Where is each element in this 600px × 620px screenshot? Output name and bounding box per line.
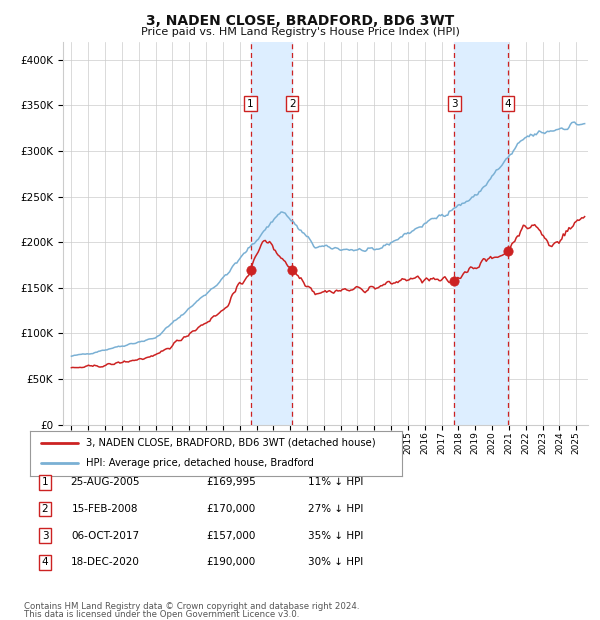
Text: 1: 1 (41, 477, 49, 487)
Text: 15-FEB-2008: 15-FEB-2008 (72, 504, 138, 514)
Text: £170,000: £170,000 (206, 504, 256, 514)
Text: 1: 1 (247, 99, 254, 108)
Text: 3: 3 (41, 531, 49, 541)
Text: HPI: Average price, detached house, Bradford: HPI: Average price, detached house, Brad… (86, 458, 314, 469)
Text: £190,000: £190,000 (206, 557, 256, 567)
Text: Contains HM Land Registry data © Crown copyright and database right 2024.: Contains HM Land Registry data © Crown c… (24, 602, 359, 611)
Text: This data is licensed under the Open Government Licence v3.0.: This data is licensed under the Open Gov… (24, 610, 299, 619)
Point (287, 265, 297, 275)
Text: 4: 4 (41, 557, 49, 567)
Text: 06-OCT-2017: 06-OCT-2017 (71, 531, 139, 541)
Bar (251, 42, 292, 425)
Text: £169,995: £169,995 (206, 477, 256, 487)
Text: Price paid vs. HM Land Registry's House Price Index (HPI): Price paid vs. HM Land Registry's House … (140, 27, 460, 37)
Bar (454, 42, 508, 425)
Text: 2: 2 (41, 504, 49, 514)
Text: 27% ↓ HPI: 27% ↓ HPI (308, 504, 364, 514)
Text: 30% ↓ HPI: 30% ↓ HPI (308, 557, 364, 567)
Point (503, 246, 513, 256)
Text: 3, NADEN CLOSE, BRADFORD, BD6 3WT (detached house): 3, NADEN CLOSE, BRADFORD, BD6 3WT (detac… (86, 438, 376, 448)
Text: 2: 2 (289, 99, 295, 108)
Text: 35% ↓ HPI: 35% ↓ HPI (308, 531, 364, 541)
Point (449, 277, 459, 286)
Text: 4: 4 (505, 99, 512, 108)
Text: 3: 3 (451, 99, 458, 108)
Text: 18-DEC-2020: 18-DEC-2020 (71, 557, 139, 567)
Text: 3, NADEN CLOSE, BRADFORD, BD6 3WT: 3, NADEN CLOSE, BRADFORD, BD6 3WT (146, 14, 454, 29)
Text: 25-AUG-2005: 25-AUG-2005 (70, 477, 140, 487)
Text: 11% ↓ HPI: 11% ↓ HPI (308, 477, 364, 487)
Text: £157,000: £157,000 (206, 531, 256, 541)
Point (246, 265, 256, 275)
